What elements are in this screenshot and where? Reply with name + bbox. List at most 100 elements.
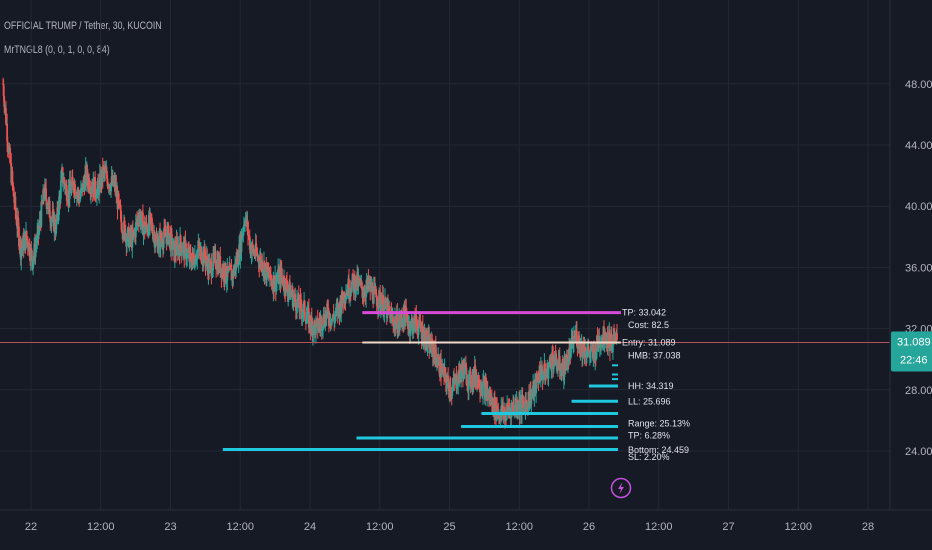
candle-body xyxy=(178,245,180,249)
candle-body xyxy=(138,217,141,223)
candle-body xyxy=(332,314,335,320)
candle-body xyxy=(244,223,246,225)
candle-body xyxy=(183,240,186,259)
candle-body xyxy=(163,227,166,230)
candle-body xyxy=(365,287,367,298)
candle-body xyxy=(382,294,385,316)
candle-body xyxy=(276,278,279,280)
candle-body xyxy=(276,279,278,281)
candle-body xyxy=(467,374,470,390)
candle-body xyxy=(147,215,150,236)
candle-body xyxy=(333,316,336,323)
candle-body xyxy=(418,316,421,321)
candle-body xyxy=(443,368,446,379)
candle-body xyxy=(611,344,614,353)
candle-body xyxy=(367,277,370,286)
candle-body xyxy=(600,341,602,348)
candle-body xyxy=(379,293,382,308)
candle-body xyxy=(415,315,418,323)
indicator-labels-layer: TP: 33.042 Entry: 31.089 Cost: 82.5 HMB: 37… xyxy=(622,308,690,462)
candle-body xyxy=(292,298,295,308)
candle-body xyxy=(587,346,590,352)
candle-body xyxy=(128,236,131,247)
candle-body xyxy=(423,334,425,343)
candle-body xyxy=(226,266,229,281)
candle-body xyxy=(585,351,588,358)
candle-body xyxy=(564,361,566,370)
candle-body xyxy=(317,321,320,328)
candle-body xyxy=(535,375,538,381)
candle-body xyxy=(444,372,447,383)
candle-body xyxy=(270,279,273,285)
candle-body xyxy=(118,201,121,203)
candle-body xyxy=(124,225,127,241)
candle-body xyxy=(126,239,128,246)
annotation-label: LL: 25.696 xyxy=(628,396,671,406)
candle-body xyxy=(464,364,467,366)
candle-body xyxy=(325,311,328,319)
candle-body xyxy=(361,282,363,290)
candle-body xyxy=(377,306,380,309)
candle-body xyxy=(319,320,322,327)
price-axis: 48.00044.00040.00036.00032.00028.00024.0… xyxy=(0,0,932,511)
candle-body xyxy=(80,186,83,188)
candle-body xyxy=(42,189,45,198)
candle-body xyxy=(524,401,527,414)
candle-body xyxy=(528,401,531,407)
candle-body xyxy=(26,239,29,248)
candle-body xyxy=(582,342,585,353)
candle-body xyxy=(603,344,606,346)
candle-body xyxy=(577,346,579,348)
candle-body xyxy=(430,338,433,353)
indicator-legend[interactable]: MrTNGL8 (0, 0, 1, 0, 0, 84) xyxy=(4,44,110,56)
candle-body xyxy=(317,327,320,331)
candle-body xyxy=(57,207,59,216)
candle-body xyxy=(496,405,499,414)
candle-body xyxy=(212,253,215,271)
candle-body xyxy=(341,290,344,300)
candle-body xyxy=(610,334,613,346)
candle-body xyxy=(273,275,275,292)
chart-grid xyxy=(0,0,890,510)
candle-body xyxy=(453,378,455,381)
candle-body xyxy=(80,187,82,197)
candle-body xyxy=(315,322,317,335)
candle-body xyxy=(294,301,297,311)
candle-body xyxy=(143,222,146,234)
candle-body xyxy=(397,333,399,335)
candle-body xyxy=(155,237,158,240)
candle-body xyxy=(78,196,81,203)
candle-body xyxy=(257,256,260,263)
candle-body xyxy=(195,260,197,264)
candle-body xyxy=(556,368,559,372)
candle-body xyxy=(201,262,204,264)
candle-body xyxy=(395,321,398,328)
candle-body xyxy=(560,369,563,377)
candle-body xyxy=(392,317,395,324)
candle-body xyxy=(551,352,554,357)
candle-body xyxy=(542,375,545,380)
candle-body xyxy=(337,303,340,315)
candle-body xyxy=(66,200,69,203)
candle-body xyxy=(156,239,159,253)
candle-body xyxy=(229,265,232,268)
candle-body xyxy=(335,307,338,309)
lightning-bolt-icon[interactable] xyxy=(610,477,632,499)
candle-body xyxy=(555,353,558,364)
candle-body xyxy=(206,256,209,264)
candle-body xyxy=(525,401,528,406)
candle-body xyxy=(539,379,542,381)
candle-body xyxy=(195,259,198,261)
candle-body xyxy=(269,267,272,278)
candle-body xyxy=(112,175,115,186)
candle-body xyxy=(389,311,392,323)
candle-body xyxy=(266,263,268,280)
candle-body xyxy=(424,331,427,347)
candle-body xyxy=(469,371,472,387)
candle-body xyxy=(41,201,43,205)
candle-body xyxy=(331,318,334,320)
candle-body xyxy=(251,244,254,248)
candle-body xyxy=(320,317,323,331)
candle-body xyxy=(433,348,435,354)
